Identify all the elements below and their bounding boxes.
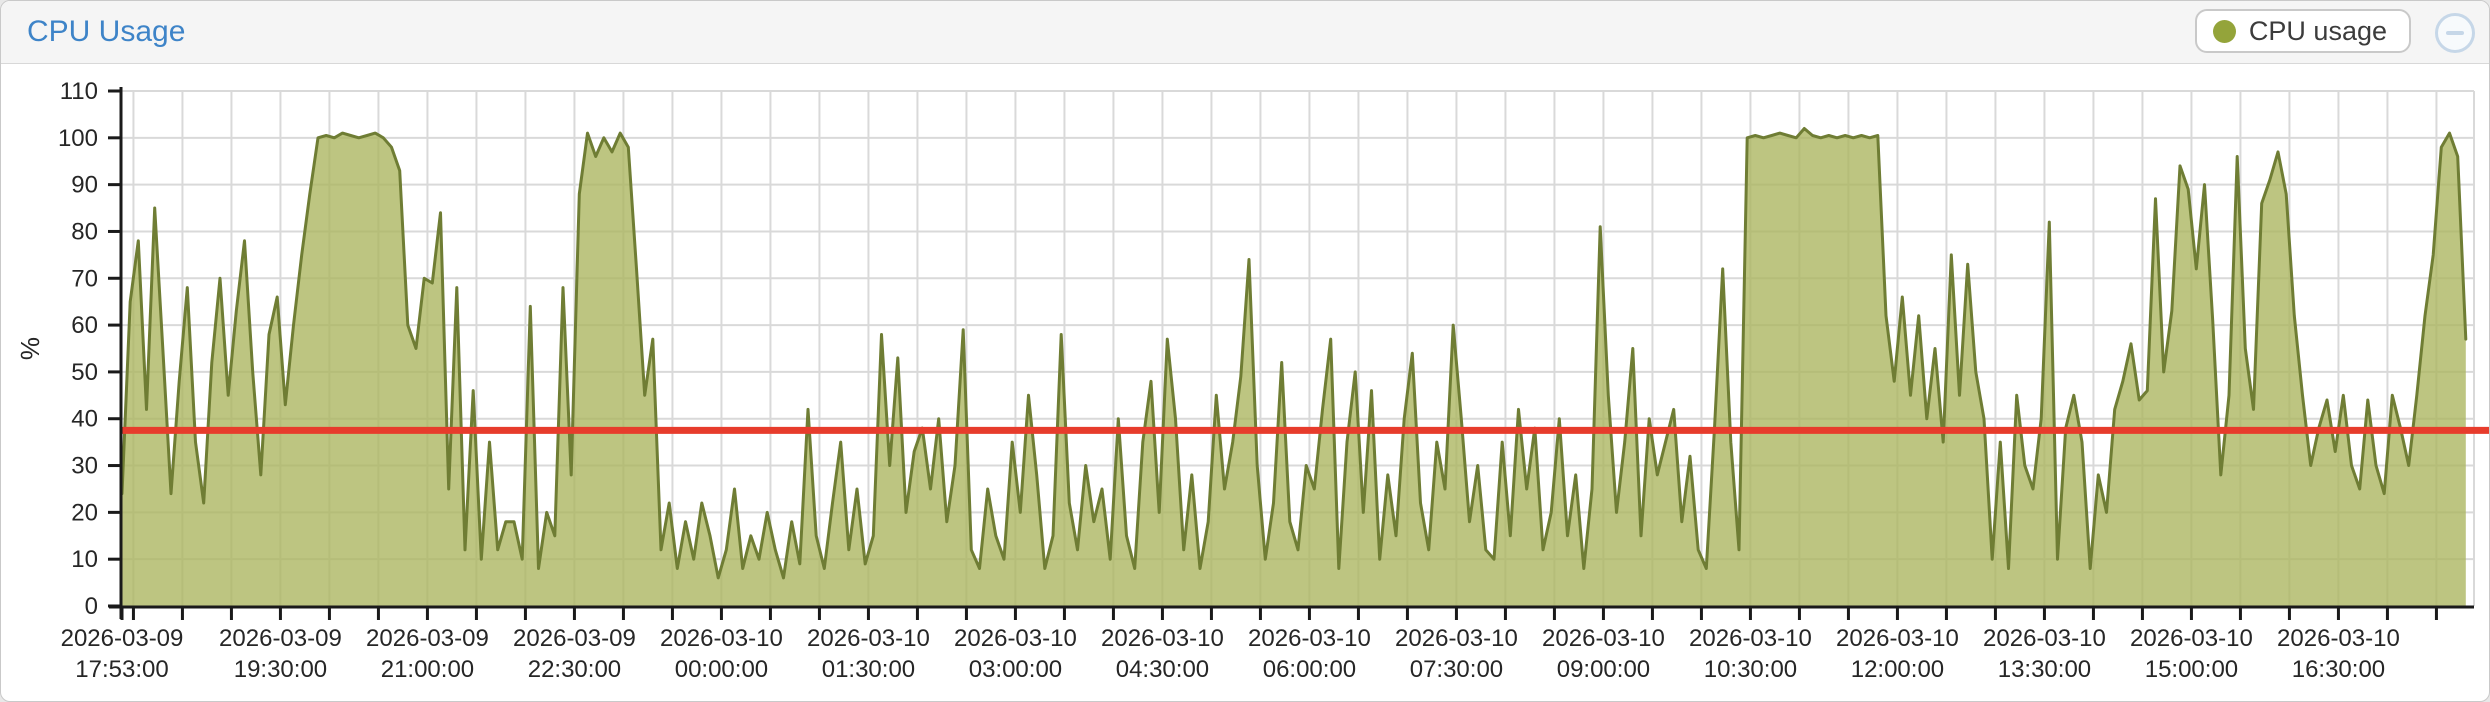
svg-text:30: 30 [71,453,98,480]
svg-text:01:30:00: 01:30:00 [822,656,915,683]
svg-text:2026-03-10: 2026-03-10 [1836,625,1959,652]
svg-text:21:00:00: 21:00:00 [381,656,474,683]
svg-text:22:30:00: 22:30:00 [528,656,621,683]
svg-text:19:30:00: 19:30:00 [234,656,327,683]
svg-text:12:00:00: 12:00:00 [1851,656,1944,683]
collapse-panel-button[interactable] [2435,13,2475,53]
svg-text:03:00:00: 03:00:00 [969,656,1062,683]
svg-text:0: 0 [85,593,98,620]
svg-text:2026-03-10: 2026-03-10 [1248,625,1371,652]
svg-text:04:30:00: 04:30:00 [1116,656,1209,683]
svg-text:16:30:00: 16:30:00 [2292,656,2385,683]
svg-text:2026-03-10: 2026-03-10 [954,625,1077,652]
svg-text:00:00:00: 00:00:00 [675,656,768,683]
y-axis-labels: 0 10 20 30 40 50 60 70 80 90 100 110 [58,78,98,620]
svg-text:20: 20 [71,499,98,526]
legend-series-label: CPU usage [2248,15,2387,46]
svg-text:07:30:00: 07:30:00 [1410,656,1503,683]
svg-text:2026-03-09: 2026-03-09 [219,625,342,652]
svg-text:60: 60 [71,312,98,339]
legend-series-dot [2212,19,2236,43]
svg-text:10: 10 [71,546,98,573]
svg-text:90: 90 [71,172,98,199]
svg-text:2026-03-10: 2026-03-10 [1983,625,2106,652]
svg-text:100: 100 [58,125,98,152]
svg-text:2026-03-09: 2026-03-09 [366,625,489,652]
svg-text:13:30:00: 13:30:00 [1998,656,2091,683]
svg-text:2026-03-10: 2026-03-10 [2130,625,2253,652]
svg-text:50: 50 [71,359,98,386]
svg-text:70: 70 [71,265,98,292]
svg-text:09:00:00: 09:00:00 [1557,656,1650,683]
svg-text:2026-03-10: 2026-03-10 [1101,625,1224,652]
y-axis-title: % [15,337,45,360]
cpu-usage-area [122,128,2466,606]
panel-title: CPU Usage [27,15,186,48]
svg-text:2026-03-10: 2026-03-10 [807,625,930,652]
svg-text:80: 80 [71,218,98,245]
svg-text:10:30:00: 10:30:00 [1704,656,1797,683]
svg-text:2026-03-10: 2026-03-10 [1542,625,1665,652]
svg-text:06:00:00: 06:00:00 [1263,656,1356,683]
axes [108,87,2474,620]
legend-item-cpu-usage[interactable]: CPU usage [2194,9,2411,53]
svg-text:2026-03-09: 2026-03-09 [61,625,184,652]
panel-header: CPU Usage CPU usage [1,1,2489,64]
svg-text:2026-03-09: 2026-03-09 [513,625,636,652]
minus-icon [2446,31,2464,35]
x-axis-labels: 2026-03-09 17:53:00 2026-03-09 19:30:00 2026… [61,625,2400,683]
svg-text:2026-03-10: 2026-03-10 [2277,625,2400,652]
cpu-usage-line [120,127,2468,580]
svg-text:15:00:00: 15:00:00 [2145,656,2238,683]
svg-text:2026-03-10: 2026-03-10 [660,625,783,652]
svg-text:40: 40 [71,406,98,433]
svg-text:17:53:00: 17:53:00 [75,656,168,683]
svg-text:2026-03-10: 2026-03-10 [1395,625,1518,652]
svg-text:110: 110 [60,78,98,105]
svg-text:2026-03-10: 2026-03-10 [1689,625,1812,652]
